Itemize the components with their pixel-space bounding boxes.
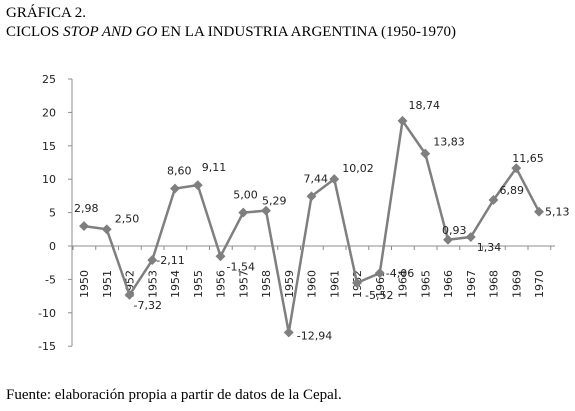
y-tick-label: 0 [49,240,56,253]
x-tick-label: 1961 [328,270,341,298]
y-tick-label: -15 [38,340,56,353]
data-label: 10,02 [342,162,374,175]
data-point [215,251,226,262]
data-label: 2,98 [74,202,99,215]
data-label: 5,00 [233,189,258,202]
x-tick-label: 1957 [237,270,250,298]
data-point [488,195,499,205]
data-label: 1,34 [477,241,502,254]
data-point [101,224,112,235]
y-tick-label: -10 [38,307,56,320]
x-tick-label: 1959 [283,270,296,298]
data-label: 2,50 [115,212,140,225]
data-point [192,180,203,191]
data-point [283,327,294,338]
data-point [465,232,476,242]
data-point [352,277,362,288]
data-label: 8,60 [167,165,192,178]
x-tick-label: 1950 [78,270,91,298]
data-label: -4,06 [386,267,414,280]
data-point [443,234,453,245]
data-label: 11,65 [512,152,544,165]
title-italic: STOP AND GO [63,24,158,40]
data-point [329,174,340,185]
source-note: Fuente: elaboración propia a partir de d… [6,387,342,403]
chart-title: CICLOS STOP AND GO EN LA INDUSTRIA ARGEN… [6,23,456,42]
x-tick-label: 1956 [215,270,228,298]
data-label: 18,74 [409,99,441,112]
data-label: -12,94 [297,329,332,342]
data-point [79,221,89,232]
data-label: 7,44 [304,172,329,185]
data-label: 13,83 [433,136,465,149]
data-point [306,191,317,202]
x-tick-label: 1964 [397,270,410,298]
data-label: -1,54 [227,260,255,273]
y-tick-label: 25 [42,73,56,86]
data-label: -7,32 [134,299,162,312]
y-tick-label: 20 [42,106,56,119]
data-point [238,207,249,218]
data-point [261,205,271,216]
x-tick-label: 1970 [533,270,546,298]
x-tick-label: 1951 [101,270,114,298]
data-label: 5,29 [262,195,287,208]
x-tick-label: 1960 [306,270,319,298]
y-tick-label: 10 [42,173,56,186]
title-suffix: EN LA INDUSTRIA ARGENTINA (1950-1970) [157,24,457,40]
data-label: -2,11 [156,254,184,267]
data-label: 9,11 [202,161,227,174]
x-tick-label: 1958 [260,270,273,298]
chart-heading: GRÁFICA 2. CICLOS STOP AND GO EN LA INDU… [6,4,456,42]
x-tick-label: 1969 [510,270,523,298]
y-tick-label: -5 [45,273,56,286]
data-point [170,183,180,194]
data-point [420,148,431,159]
x-tick-label: 1955 [192,270,205,298]
x-tick-label: 1954 [169,270,182,298]
x-tick-label: 1966 [442,270,455,298]
x-tick-label: 1963 [374,270,387,298]
y-tick-label: 5 [49,207,56,220]
x-tick-label: 1968 [488,270,501,298]
data-label: 6,89 [500,184,525,197]
data-point [147,255,158,266]
data-label: 0,93 [442,224,467,237]
data-point [534,206,544,217]
data-label: 5,13 [545,206,570,219]
figure-number: GRÁFICA 2. [6,5,87,21]
data-label: -5,52 [365,289,393,302]
x-tick-label: 1953 [146,270,159,298]
title-prefix: CICLOS [6,24,64,40]
data-point [511,163,522,174]
x-tick-label: 1965 [419,270,432,298]
y-tick-label: 15 [42,140,56,153]
data-point [374,268,385,279]
x-tick-label: 1967 [465,270,478,298]
